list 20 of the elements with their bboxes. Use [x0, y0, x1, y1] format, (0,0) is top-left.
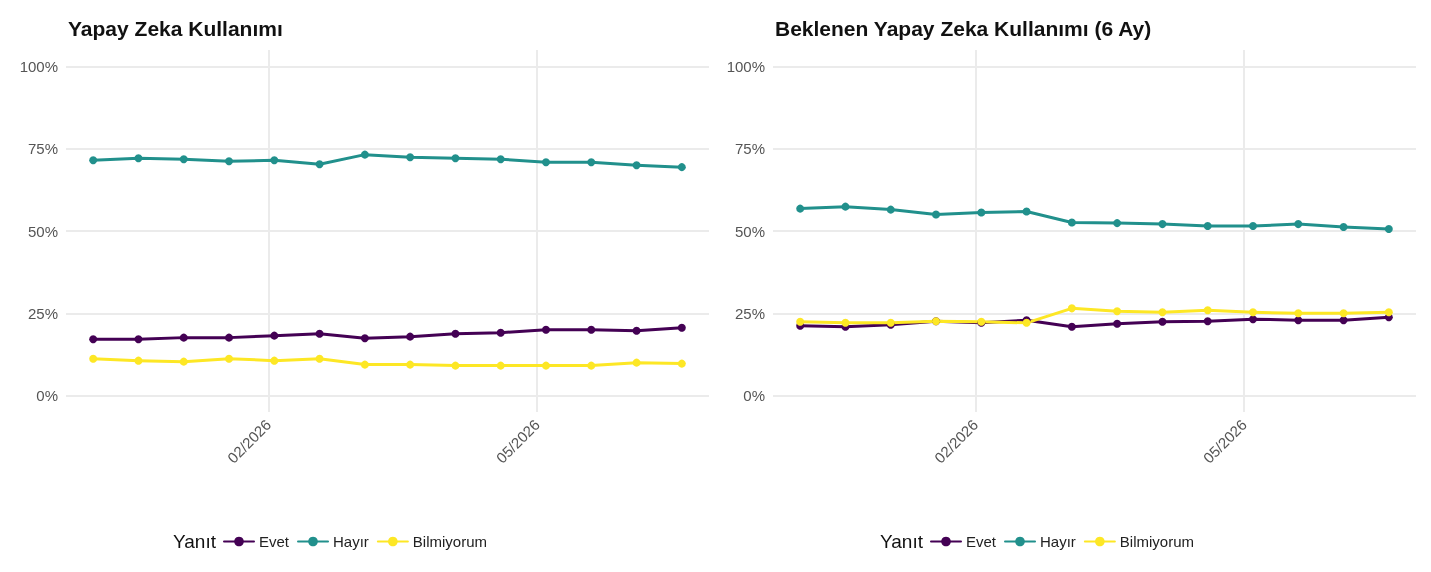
- legend-title: Yanıt: [173, 531, 217, 552]
- legend-label: Evet: [966, 533, 997, 550]
- y-tick-label: 25%: [734, 304, 765, 322]
- chart-title: Yapay Zeka Kullanımı: [68, 17, 283, 40]
- y-tick-label: 50%: [734, 222, 765, 240]
- chart-title: Beklenen Yapay Zeka Kullanımı (6 Ay): [775, 17, 1152, 40]
- y-tick-label: 50%: [27, 222, 58, 240]
- y-tick-label: 100%: [19, 57, 58, 75]
- legend-label: Evet: [259, 533, 290, 550]
- y-tick-label: 25%: [27, 304, 58, 322]
- legend-label: Bilmiyorum: [412, 533, 488, 550]
- legend-label: Hayır: [1040, 533, 1076, 550]
- y-tick-label: 75%: [734, 140, 765, 158]
- legend-label: Bilmiyorum: [1119, 533, 1195, 550]
- y-tick-label: 0%: [743, 387, 765, 405]
- y-tick-label: 100%: [726, 57, 765, 75]
- y-tick-label: 75%: [27, 140, 58, 158]
- legend-label: Hayır: [333, 533, 369, 550]
- legend-title: Yanıt: [880, 531, 924, 552]
- y-tick-label: 0%: [36, 387, 58, 405]
